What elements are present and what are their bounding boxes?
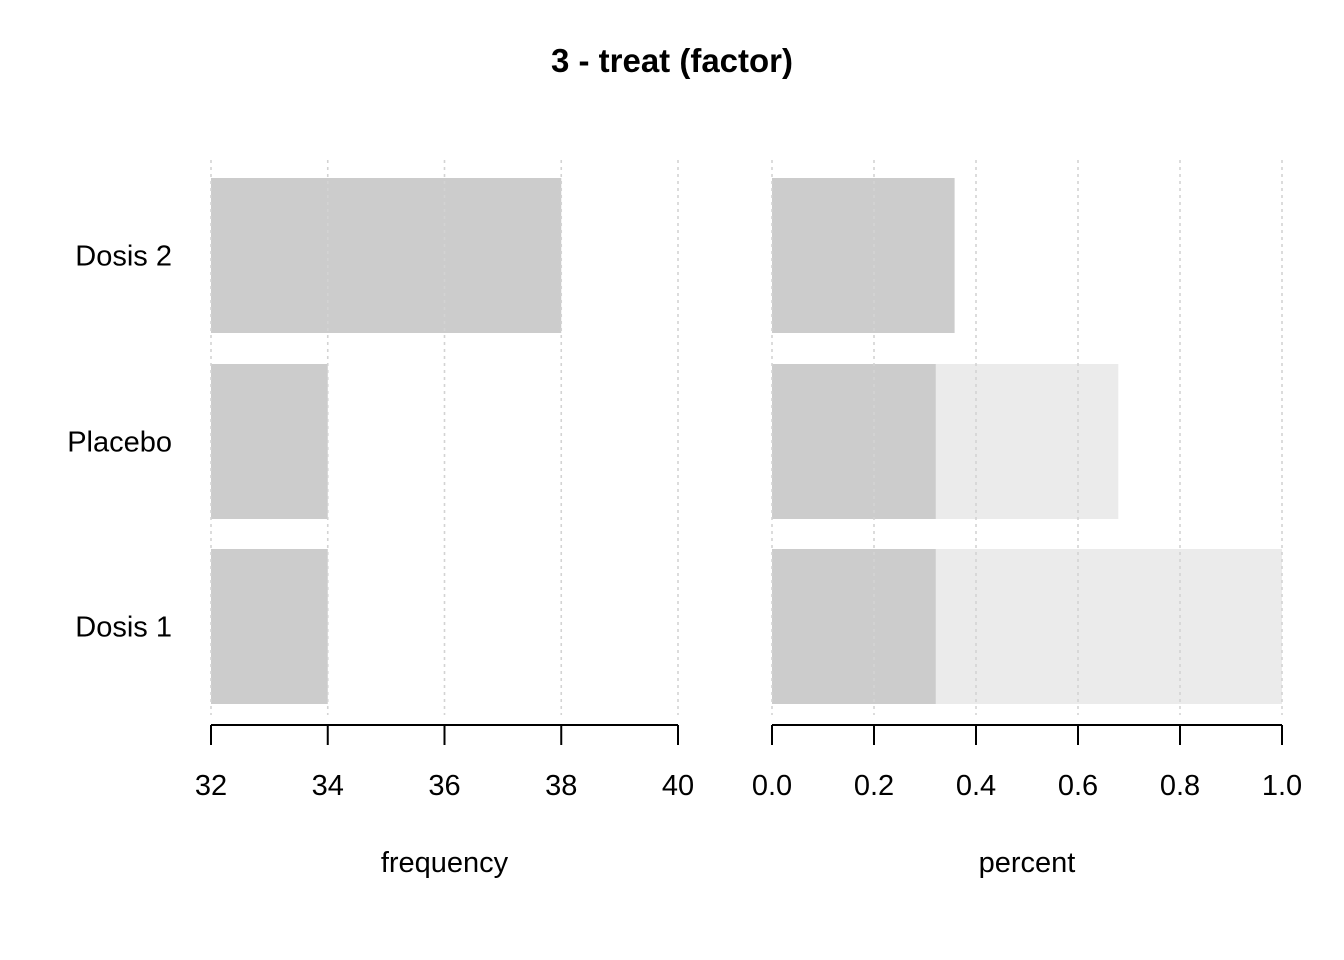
x-tick-label: 38 (545, 770, 577, 802)
x-axis-label: percent (979, 847, 1076, 879)
bar-dosis-2 (772, 178, 955, 333)
x-tick-label: 0.0 (752, 770, 792, 802)
bar-dosis-1 (211, 549, 328, 704)
bar-placebo (772, 364, 936, 519)
frequency-panel: 32 34 36 38 40 frequency (195, 160, 694, 879)
x-tick-label: 32 (195, 770, 227, 802)
bar-dosis-1 (772, 549, 936, 704)
x-axis-label: frequency (381, 847, 509, 879)
category-label: Dosis 2 (75, 241, 172, 273)
percent-panel: 0.0 0.2 0.4 0.6 0.8 1.0 percent (752, 160, 1302, 879)
category-label: Dosis 1 (75, 612, 172, 644)
category-labels: Dosis 2 Placebo Dosis 1 (67, 241, 172, 644)
x-tick-label: 0.2 (854, 770, 894, 802)
x-tick-label: 1.0 (1262, 770, 1302, 802)
x-tick-label: 0.4 (956, 770, 996, 802)
x-tick-label: 40 (662, 770, 694, 802)
x-tick-label: 36 (428, 770, 460, 802)
bar-dosis-2 (211, 178, 562, 333)
category-label: Placebo (67, 427, 172, 459)
x-tick-label: 34 (312, 770, 344, 802)
chart-title: 3 - treat (factor) (551, 42, 793, 79)
x-tick-label: 0.8 (1160, 770, 1200, 802)
x-tick-label: 0.6 (1058, 770, 1098, 802)
bar-placebo (211, 364, 328, 519)
